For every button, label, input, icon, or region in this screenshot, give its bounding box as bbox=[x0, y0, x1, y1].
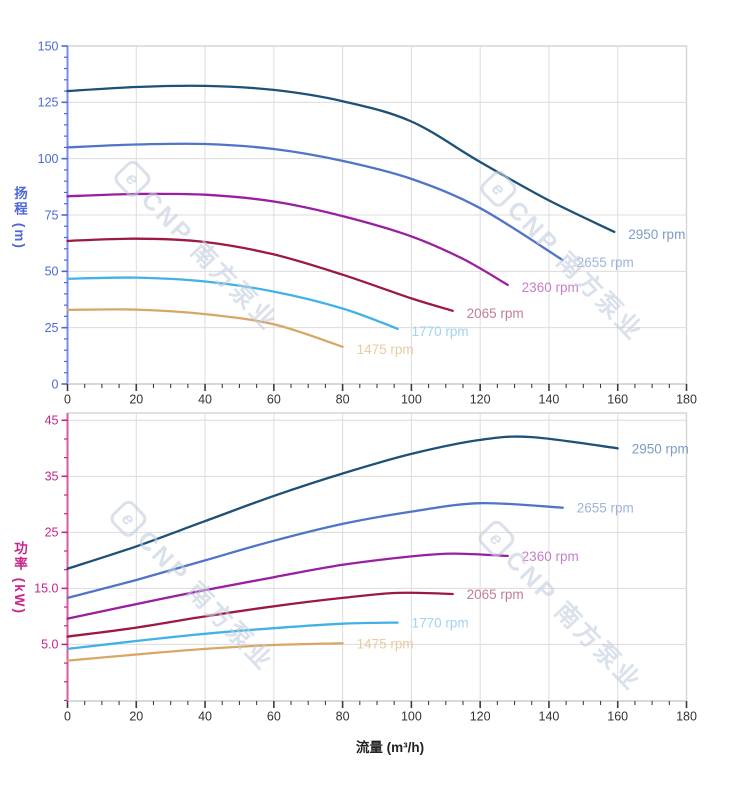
x-tick-label: 140 bbox=[539, 393, 560, 407]
x-tick-label: 100 bbox=[401, 710, 422, 724]
x-tick-label: 60 bbox=[267, 710, 281, 724]
y-tick-label: 50 bbox=[45, 265, 59, 279]
head-series-label: 1475 rpm bbox=[357, 342, 414, 357]
flow-axis-title: 流量 (m³/h) bbox=[355, 740, 425, 755]
power-series-label: 2950 rpm bbox=[632, 441, 689, 456]
power-chart-group: 45 35 25 15.0 5.0 0 20 40 60 80 100 120 140 160 180 295… bbox=[34, 412, 697, 724]
head-curve-2360-rpm bbox=[66, 192, 509, 287]
y-tick-label: 0 bbox=[52, 377, 59, 391]
plot-border bbox=[67, 412, 688, 701]
y-tick-label: 25 bbox=[45, 526, 59, 540]
y-tick-label: 125 bbox=[38, 96, 59, 110]
x-tick-label: 80 bbox=[336, 710, 350, 724]
x-tick-label: 0 bbox=[64, 710, 71, 724]
power-curve-2950-rpm bbox=[66, 435, 619, 570]
power-series-label: 1475 rpm bbox=[357, 636, 414, 651]
y-tick-label: 150 bbox=[38, 39, 59, 53]
x-tick-label: 40 bbox=[198, 710, 212, 724]
x-tick-label: 180 bbox=[676, 710, 697, 724]
power-curve-2360-rpm bbox=[66, 552, 509, 620]
y-tick-label: 25 bbox=[45, 321, 59, 335]
x-tick-label: 160 bbox=[607, 710, 628, 724]
x-tick-label: 140 bbox=[539, 710, 560, 724]
power-series-label: 2065 rpm bbox=[467, 587, 524, 602]
head-series-label: 2065 rpm bbox=[467, 306, 524, 321]
head-chart-group: 150 125 100 75 50 25 00 20 40 60 80 100 120 140 160 180… bbox=[38, 39, 697, 406]
power-series-label: 1770 rpm bbox=[412, 616, 469, 631]
power-curve-2065-rpm bbox=[66, 591, 454, 638]
x-tick-label: 20 bbox=[129, 710, 143, 724]
power-series-label: 2360 rpm bbox=[522, 549, 579, 564]
head-axis-title: 扬程 (m) bbox=[12, 186, 27, 250]
x-tick-label: 160 bbox=[607, 393, 628, 407]
x-tick-label: 120 bbox=[470, 710, 491, 724]
y-tick-label: 75 bbox=[45, 208, 59, 222]
x-tick-label: 100 bbox=[401, 393, 422, 407]
x-tick-label: 0 bbox=[64, 393, 71, 407]
x-tick-label: 40 bbox=[198, 393, 212, 407]
x-tick-label: 180 bbox=[676, 393, 697, 407]
y-tick-label: 45 bbox=[45, 414, 59, 428]
power-curve-1475-rpm bbox=[66, 642, 344, 662]
head-series-label: 1770 rpm bbox=[412, 324, 469, 339]
head-curve-1770-rpm bbox=[66, 276, 399, 330]
x-tick-label: 80 bbox=[336, 393, 350, 407]
y-tick-label: 100 bbox=[38, 152, 59, 166]
x-tick-label: 120 bbox=[470, 393, 491, 407]
head-series-label: 2950 rpm bbox=[628, 227, 685, 242]
head-series-label: 2360 rpm bbox=[522, 280, 579, 295]
y-tick-label: 35 bbox=[45, 470, 59, 484]
power-curve-1770-rpm bbox=[66, 621, 399, 651]
y-tick-label: 15.0 bbox=[34, 582, 58, 596]
head-curve-2065-rpm bbox=[66, 237, 454, 312]
head-curve-2655-rpm bbox=[66, 142, 564, 262]
x-tick-label: 20 bbox=[129, 393, 143, 407]
power-curve-2655-rpm bbox=[66, 502, 564, 600]
head-curve-2950-rpm bbox=[66, 84, 616, 234]
power-series-label: 2655 rpm bbox=[577, 501, 634, 516]
head-curve-1475-rpm bbox=[66, 308, 344, 348]
x-tick-label: 60 bbox=[267, 393, 281, 407]
head-series-label: 2655 rpm bbox=[577, 255, 634, 270]
y-tick-label: 5.0 bbox=[41, 638, 58, 652]
power-axis-title: 功率 (kW) bbox=[12, 541, 27, 615]
